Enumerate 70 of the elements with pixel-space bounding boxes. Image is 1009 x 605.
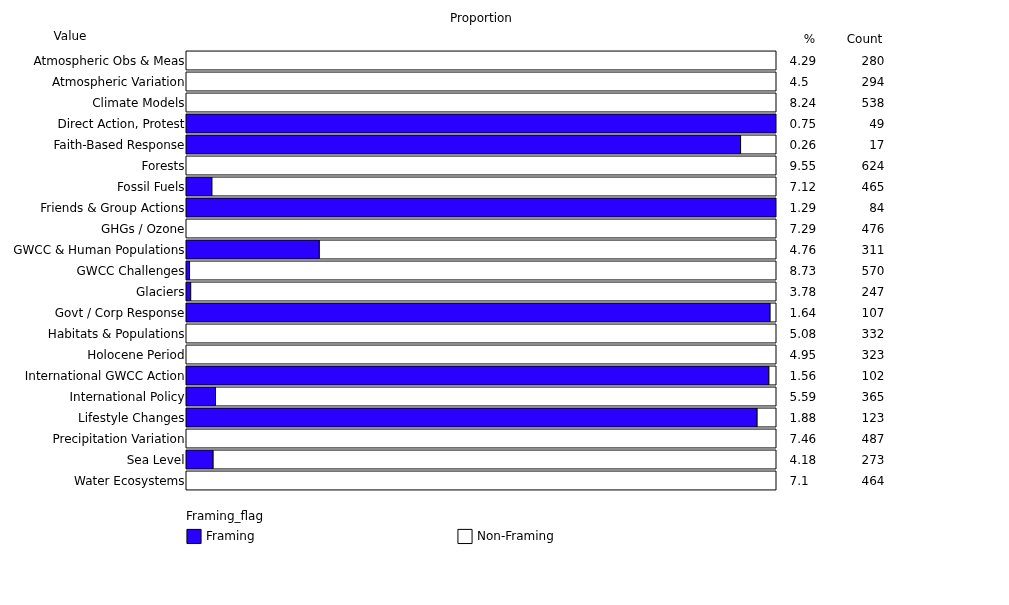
text: 84 <box>869 200 885 215</box>
text: 5.59 <box>789 389 817 404</box>
y-tick-label: Direct Action, Protest <box>57 116 185 131</box>
text: 4.76 <box>789 242 817 257</box>
text: 311 <box>861 242 885 257</box>
text: 8.24 <box>789 95 817 110</box>
text: 1.56 <box>789 368 817 383</box>
text: 7.1 <box>789 473 809 488</box>
text: Proportion <box>450 11 512 25</box>
y-tick-label: Lifestyle Changes <box>78 410 185 425</box>
text: 7.46 <box>789 431 817 446</box>
text: 4.18 <box>789 452 817 467</box>
text: 464 <box>861 473 885 488</box>
text: 538 <box>861 95 885 110</box>
text: 332 <box>861 326 885 341</box>
y-tick-label: Glaciers <box>136 284 185 299</box>
y-tick-label: Fossil Fuels <box>116 179 185 194</box>
text: 49 <box>869 116 885 131</box>
y-tick-label: Govt / Corp Response <box>54 305 185 320</box>
text: 5.08 <box>789 326 817 341</box>
text: 487 <box>861 431 885 446</box>
y-tick-label: Water Ecosystems <box>74 473 185 488</box>
y-tick-label: Faith-Based Response <box>53 137 185 152</box>
text: 280 <box>861 53 885 68</box>
text: 107 <box>861 305 885 320</box>
y-axis-title: Value <box>53 28 87 43</box>
text: 17 <box>869 137 885 152</box>
y-tick-label: GWCC Challenges <box>76 263 185 278</box>
text: 294 <box>861 74 885 89</box>
y-tick-label: Climate Models <box>92 95 185 110</box>
text: 102 <box>861 368 885 383</box>
y-tick-label: GHGs / Ozone <box>100 221 185 236</box>
legend-label: Framing <box>206 529 255 544</box>
legend-label: Non-Framing <box>477 529 554 544</box>
y-tick-label: Sea Level <box>126 452 185 467</box>
y-tick-label: Holocene Period <box>87 347 185 362</box>
text: Count <box>846 32 883 46</box>
y-tick-label: GWCC & Human Populations <box>13 242 185 257</box>
text: 476 <box>861 221 885 236</box>
y-tick-label: Precipitation Variation <box>52 431 185 446</box>
text: 1.29 <box>789 200 817 215</box>
y-tick-label: Friends & Group Actions <box>40 200 185 215</box>
text: 624 <box>861 158 885 173</box>
text: 7.12 <box>789 179 817 194</box>
y-tick-label: Forests <box>141 158 185 173</box>
text: 323 <box>861 347 885 362</box>
text: 1.64 <box>789 305 817 320</box>
text: 4.29 <box>789 53 817 68</box>
y-tick-label: International Policy <box>69 389 185 404</box>
text: 3.78 <box>789 284 817 299</box>
text: 273 <box>861 452 885 467</box>
text: 9.55 <box>789 158 817 173</box>
text: 465 <box>861 179 885 194</box>
text: 4.95 <box>789 347 817 362</box>
text: 1.88 <box>789 410 817 425</box>
y-tick-label: Atmospheric Variation <box>51 74 185 89</box>
y-tick-label: International GWCC Action <box>24 368 185 383</box>
text: 8.73 <box>789 263 817 278</box>
y-tick-label: Habitats & Populations <box>47 326 185 341</box>
text: % <box>803 32 816 46</box>
text: 123 <box>861 410 885 425</box>
text: 0.75 <box>789 116 817 131</box>
text: 0.26 <box>789 137 817 152</box>
text: 7.29 <box>789 221 817 236</box>
text: 570 <box>861 263 885 278</box>
text: 247 <box>861 284 885 299</box>
text: 4.5 <box>789 74 809 89</box>
legend-title: Framing_flag <box>186 509 264 523</box>
y-tick-label: Atmospheric Obs & Meas <box>33 53 185 68</box>
text: 365 <box>861 389 885 404</box>
